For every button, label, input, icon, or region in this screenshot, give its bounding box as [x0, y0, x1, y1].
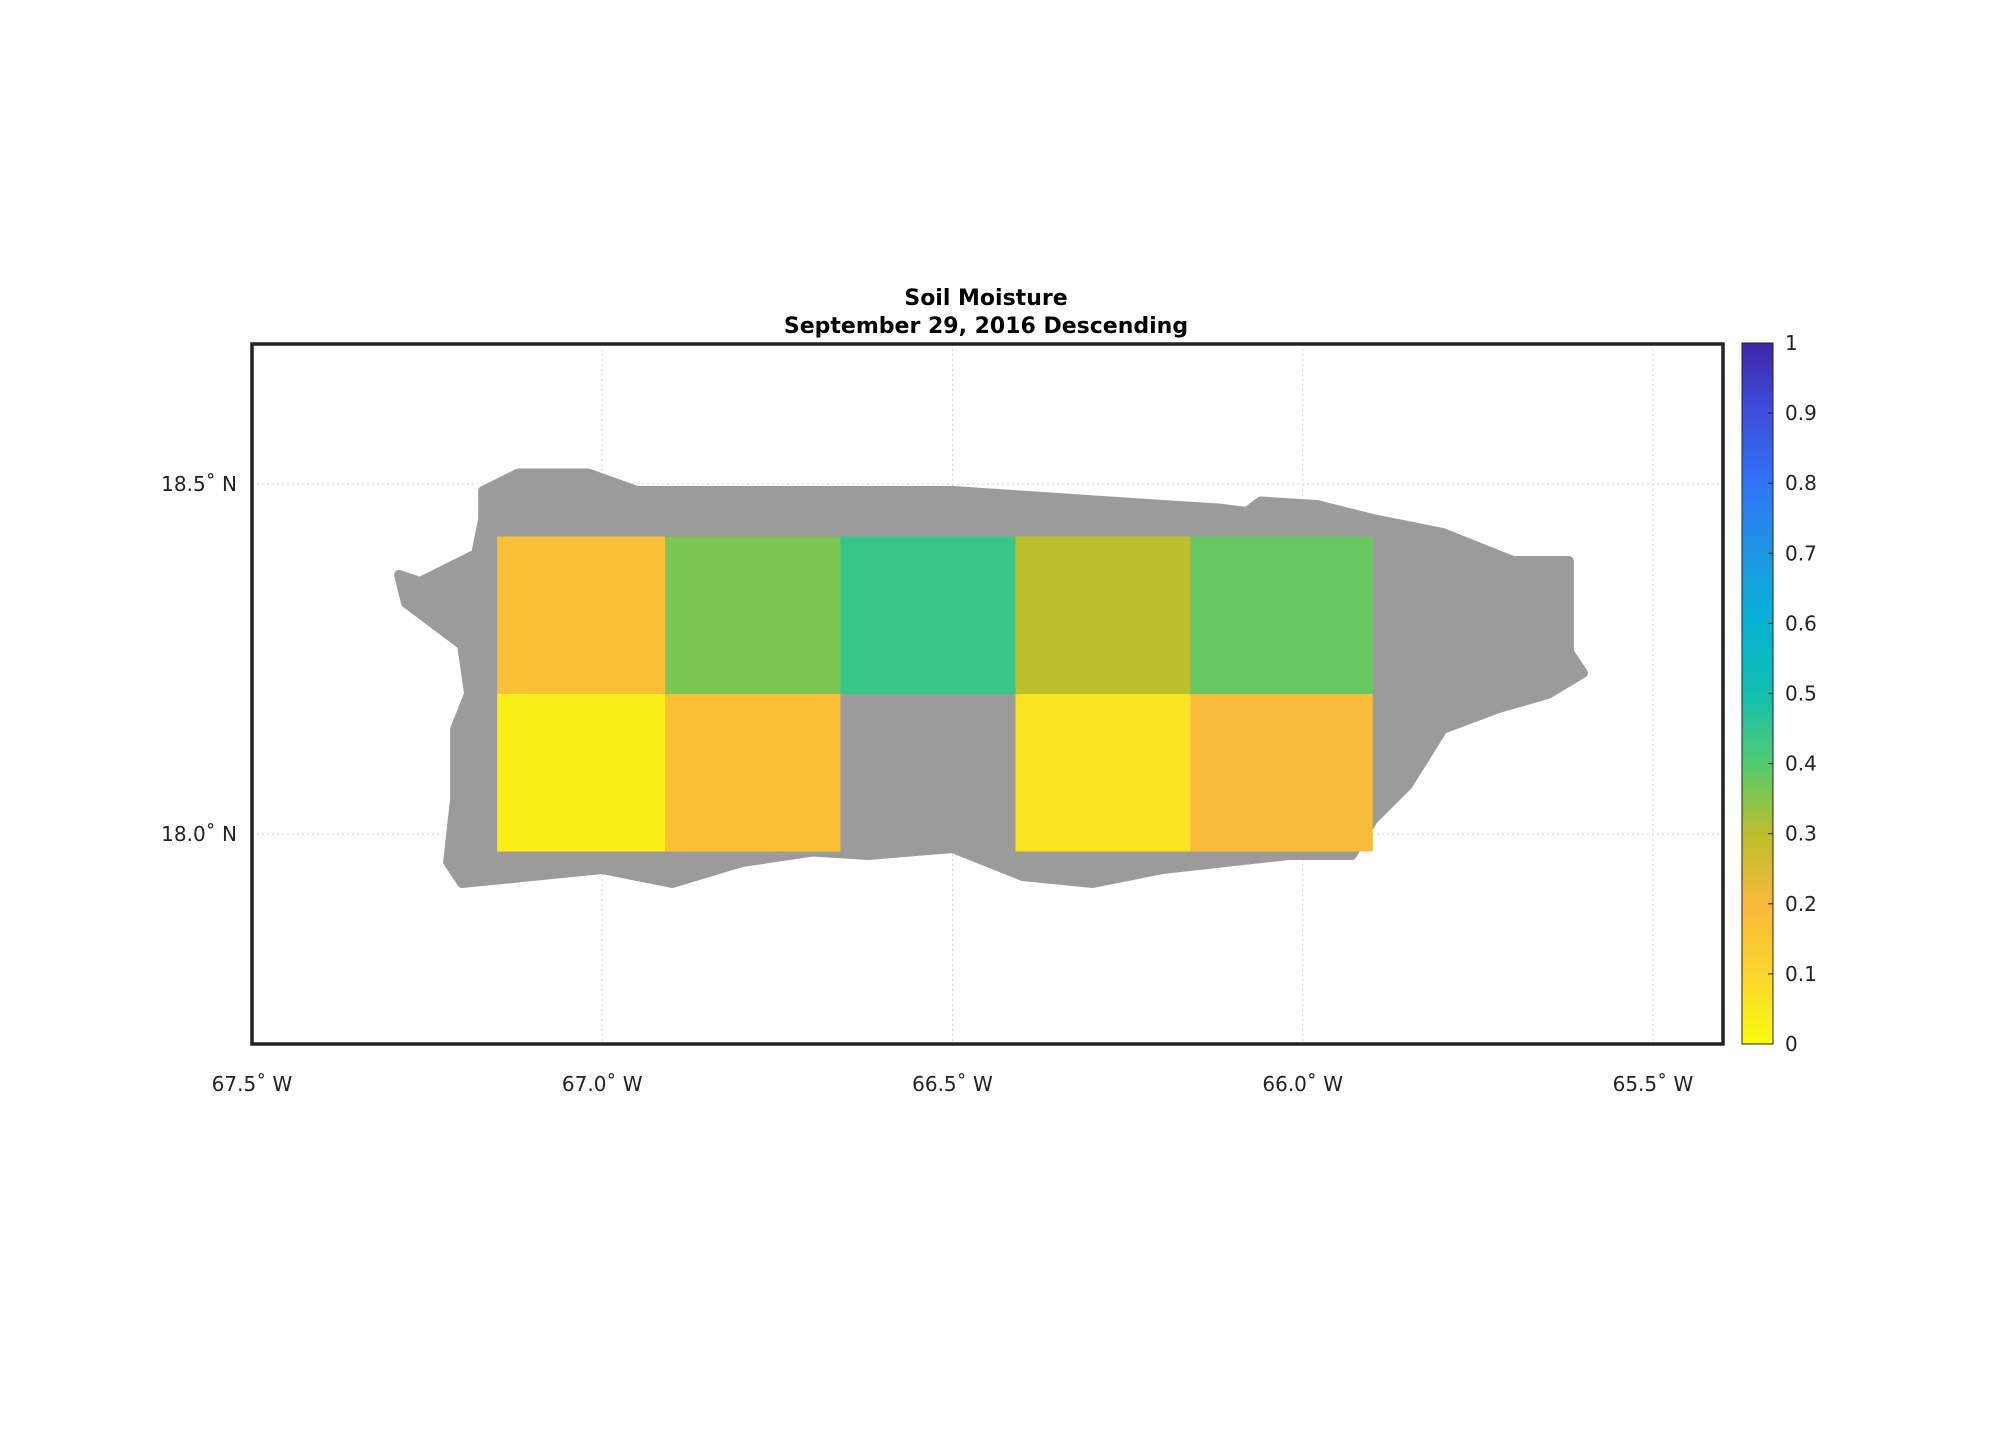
moisture-cell-8 [1190, 694, 1373, 852]
lon-tick-label-0: 67.5˚ W [212, 1072, 293, 1096]
lon-tick-label-4: 65.5˚ W [1613, 1072, 1694, 1096]
colorbar: 0 0.1 0.2 0.3 0.4 0.5 0.6 0.7 0.8 0.9 1 [1741, 331, 1817, 1056]
moisture-cell-0 [497, 536, 666, 694]
colorbar-gradient [1741, 342, 1774, 1045]
chart-subtitle: September 29, 2016 Descending [784, 314, 1188, 339]
colorbar-tick-label-0: 0 [1785, 1032, 1798, 1056]
colorbar-tick-label-5: 0.5 [1785, 682, 1817, 706]
lon-tick-label-3: 66.0˚ W [1262, 1072, 1343, 1096]
map-frame [250, 342, 1725, 1046]
moisture-cell-5 [497, 694, 666, 852]
soil-moisture-cells [497, 536, 1373, 852]
moisture-cell-4 [1190, 536, 1373, 694]
moisture-cell-2 [840, 536, 1016, 694]
lon-tick-label-2: 66.5˚ W [912, 1072, 993, 1096]
colorbar-tick-label-2: 0.2 [1785, 892, 1817, 916]
moisture-cell-6 [665, 694, 841, 852]
colorbar-tick-label-6: 0.6 [1785, 611, 1817, 635]
lat-tick-label-0: 18.5˚ N [161, 472, 237, 496]
colorbar-tick-label-9: 0.9 [1785, 401, 1817, 425]
colorbar-tick-label-3: 0.3 [1785, 822, 1817, 846]
colorbar-ticks: 0 0.1 0.2 0.3 0.4 0.5 0.6 0.7 0.8 0.9 1 [1768, 331, 1817, 1056]
lat-tick-label-1: 18.0˚ N [161, 822, 237, 846]
chart-title: Soil Moisture [904, 286, 1067, 311]
colorbar-tick-label-7: 0.7 [1785, 541, 1817, 565]
colorbar-tick-label-4: 0.4 [1785, 752, 1817, 776]
lon-tick-label-1: 67.0˚ W [562, 1072, 643, 1096]
moisture-cell-1 [665, 536, 841, 694]
colorbar-tick-label-8: 0.8 [1785, 471, 1817, 495]
latitude-ticks: 18.5˚ N 18.0˚ N [161, 472, 237, 846]
moisture-cell-3 [1015, 536, 1191, 694]
moisture-cell-7 [1015, 694, 1191, 852]
longitude-ticks: 67.5˚ W 67.0˚ W 66.5˚ W 66.0˚ W 65.5˚ W [212, 1072, 1694, 1096]
colorbar-tick-label-10: 1 [1785, 331, 1798, 355]
colorbar-tick-label-1: 0.1 [1785, 962, 1817, 986]
